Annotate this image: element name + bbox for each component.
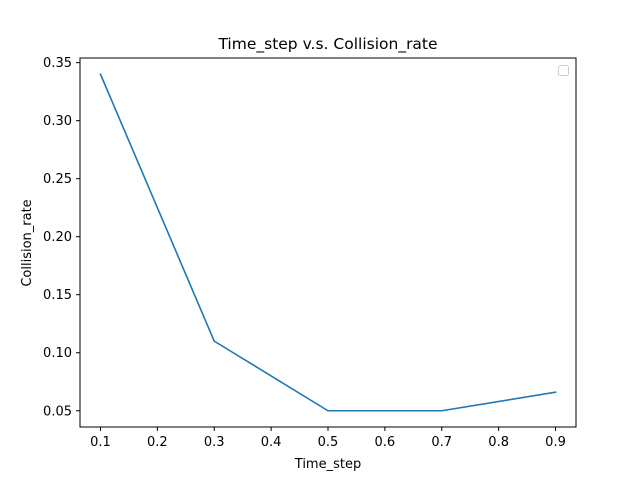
x-tick-label: 0.8 — [488, 435, 509, 450]
x-tick-label: 0.6 — [375, 435, 396, 450]
legend-box — [558, 65, 569, 76]
y-axis: 0.05 0.10 0.15 0.20 0.25 0.30 0.35 — [43, 56, 80, 419]
x-tick-label: 0.3 — [204, 435, 225, 450]
x-tick-label: 0.5 — [318, 435, 339, 450]
y-tick-label: 0.15 — [43, 288, 72, 303]
plot-frame — [79, 57, 577, 428]
x-tick-label: 0.7 — [431, 435, 452, 450]
x-tick-label: 0.9 — [545, 435, 566, 450]
series-line — [99, 73, 557, 412]
y-axis-label: Collision_rate — [20, 199, 35, 286]
y-tick-label: 0.25 — [43, 172, 72, 187]
y-tick-label: 0.30 — [43, 114, 72, 129]
x-axis: 0.1 0.2 0.3 0.4 0.5 0.6 0.7 0.8 0.9 — [90, 427, 566, 450]
x-tick-label: 0.2 — [147, 435, 168, 450]
y-tick-label: 0.05 — [43, 404, 72, 419]
x-tick-label: 0.1 — [90, 435, 111, 450]
y-tick-label: 0.35 — [43, 56, 72, 71]
x-tick-label: 0.4 — [261, 435, 282, 450]
x-axis-label: Time_step — [294, 457, 361, 472]
y-tick-label: 0.20 — [43, 230, 72, 245]
plot-area — [99, 73, 557, 412]
chart-title: Time_step v.s. Collision_rate — [217, 35, 437, 54]
y-tick-label: 0.10 — [43, 346, 72, 361]
